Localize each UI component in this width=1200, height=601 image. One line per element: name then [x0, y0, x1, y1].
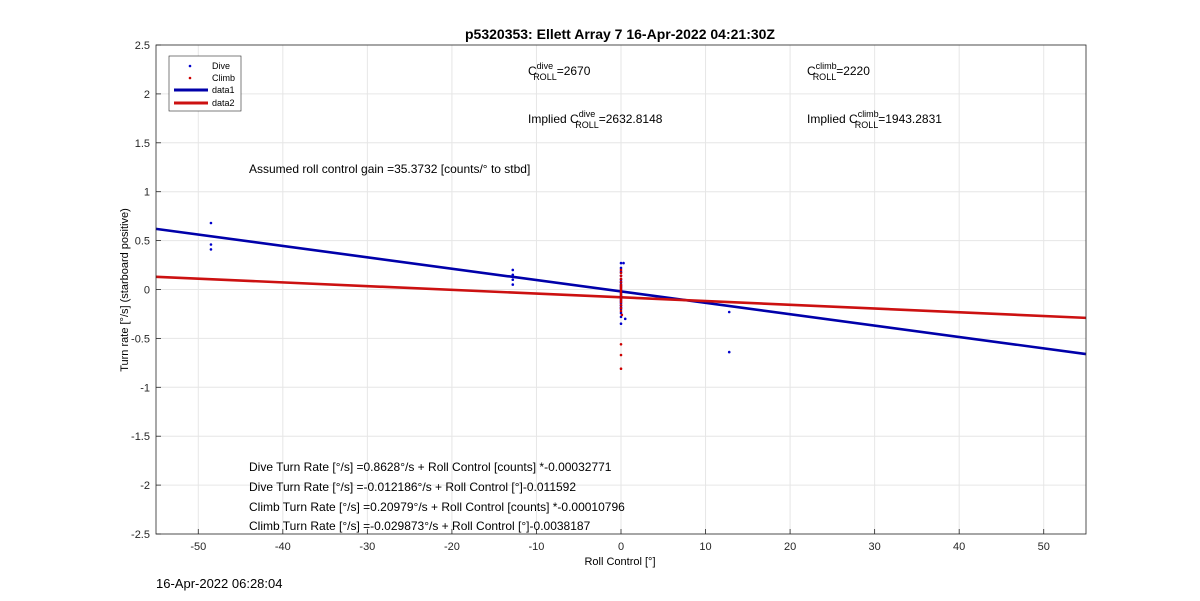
x-tick-label: 40 [953, 541, 965, 553]
equation-dive-degrees: Dive Turn Rate [°/s] =-0.012186°/s + Rol… [249, 480, 576, 494]
legend-marker-climb [188, 76, 192, 80]
data-point-dive [619, 315, 623, 319]
data-point-climb [619, 295, 623, 298]
y-tick-label: -2 [140, 480, 150, 492]
y-tick-label: 0.5 [135, 236, 150, 248]
y-tick-label: 1.5 [135, 138, 150, 150]
c-climb-annotation: Cclimb ROLL=2220 [807, 61, 870, 82]
y-tick-label: 1 [144, 187, 150, 199]
implied-dive-annotation: Implied Cdive ROLL=2632.8148 [528, 109, 663, 130]
x-tick-label: 10 [699, 541, 711, 553]
gain-annotation: Assumed roll control gain =35.3732 [coun… [249, 162, 530, 176]
data-point-dive [209, 221, 213, 225]
y-tick-label: -0.5 [131, 333, 150, 345]
equation-dive-counts: Dive Turn Rate [°/s] =0.8628°/s + Roll C… [249, 460, 612, 474]
x-tick-label: 0 [618, 541, 624, 553]
data-point-climb [619, 291, 623, 294]
x-tick-label: 50 [1038, 541, 1050, 553]
x-axis-label: Roll Control [°] [584, 556, 655, 568]
data-point-dive [619, 266, 623, 270]
legend-label-data1: data1 [212, 85, 235, 95]
data-point-dive [209, 248, 213, 251]
data-point-climb [619, 297, 623, 300]
y-tick-label: -2.5 [131, 529, 150, 541]
x-tick-label: -20 [444, 541, 460, 553]
data-point-dive [511, 283, 515, 286]
x-tick-label: -30 [359, 541, 375, 553]
y-tick-label: 0 [144, 285, 150, 297]
data-point-climb [619, 342, 623, 346]
data-point-dive [727, 310, 731, 314]
y-axis-ticks: -2.5 -2 -1.5 -1 -0.5 0 0.5 1 1.5 2 2.5 [131, 40, 161, 541]
y-tick-label: -1.5 [131, 431, 150, 443]
y-tick-label: 2 [144, 89, 150, 101]
footer-timestamp: 16-Apr-2022 06:28:04 [156, 576, 283, 591]
data-point-climb [619, 293, 623, 296]
legend-label-dive: Dive [212, 61, 230, 71]
c-dive-annotation: Cdive ROLL=2670 [528, 61, 591, 82]
x-axis-ticks: -50 -40 -30 -20 -10 0 10 20 30 40 50 [190, 529, 1050, 553]
x-tick-label: -40 [275, 541, 291, 553]
data-point-climb [619, 268, 623, 272]
y-axis-label: Turn rate [°/s] (starboard positive) [119, 208, 131, 372]
data-point-dive [622, 261, 625, 265]
legend: Dive Climb data1 data2 [168, 55, 242, 112]
data-point-climb [619, 271, 623, 275]
data-point-dive [209, 243, 213, 246]
legend-label-climb: Climb [212, 73, 235, 83]
data-point-dive [511, 273, 515, 277]
equation-climb-counts: Climb Turn Rate [°/s] =0.20979°/s + Roll… [249, 500, 625, 514]
y-tick-label: 2.5 [135, 40, 150, 52]
data-point-climb [619, 303, 623, 307]
chart-title: p5320353: Ellett Array 7 16-Apr-2022 04:… [465, 26, 775, 42]
data-point-dive [619, 311, 623, 315]
data-point-climb [620, 313, 624, 317]
data-point-climb [619, 353, 623, 357]
equation-climb-degrees: Climb Turn Rate [°/s] =-0.029873°/s + Ro… [249, 519, 591, 533]
legend-marker-dive [188, 64, 192, 68]
data-point-climb [619, 300, 623, 304]
data-point-dive [511, 268, 515, 272]
implied-climb-annotation: Implied Cclimb ROLL=1943.2831 [807, 109, 942, 130]
data-point-climb [619, 285, 623, 288]
data-point-climb [619, 287, 623, 290]
data-point-climb [619, 309, 623, 313]
data-point-climb [619, 367, 623, 371]
x-tick-label: 30 [869, 541, 881, 553]
x-tick-label: -10 [529, 541, 545, 553]
data-point-climb [619, 274, 623, 278]
data-points [209, 221, 731, 371]
legend-label-data2: data2 [212, 98, 235, 108]
data-point-dive [619, 322, 623, 326]
data-point-climb [619, 298, 623, 302]
data-point-climb [619, 306, 623, 310]
x-tick-label: 20 [784, 541, 796, 553]
x-tick-label: -50 [190, 541, 206, 553]
data-point-climb [619, 277, 623, 281]
data-point-climb [619, 280, 623, 283]
data-point-dive [511, 278, 515, 282]
annotations: Cdive ROLL=2670 Cclimb ROLL=2220 Implied C… [249, 61, 942, 533]
data-point-dive [619, 261, 623, 265]
data-point-climb [619, 289, 623, 292]
y-tick-label: -1 [140, 382, 150, 394]
data-point-dive [727, 350, 731, 354]
data-point-climb [619, 283, 623, 286]
data-point-dive [623, 317, 627, 321]
